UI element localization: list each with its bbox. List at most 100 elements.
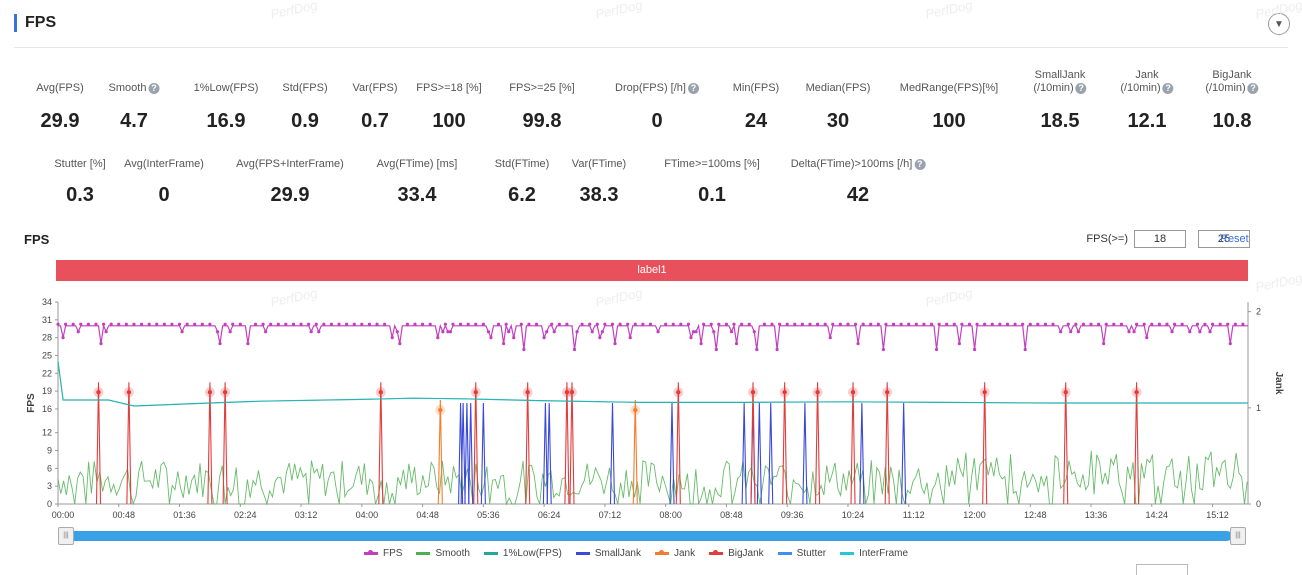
bigjank-marker: [96, 390, 101, 395]
fps-threshold-high-input[interactable]: 25: [1198, 230, 1250, 248]
fps-point: [1165, 322, 1169, 326]
fps-point: [246, 341, 250, 346]
smalljank-spike: [460, 402, 466, 505]
fps-point: [922, 322, 926, 326]
legend-item-1-low-fps-[interactable]: 1%Low(FPS): [483, 548, 562, 559]
metric-value: 0.7: [361, 110, 389, 132]
x-tick-label: 12:00: [963, 510, 986, 520]
legend-item-fps[interactable]: FPS: [364, 548, 402, 559]
fps-point: [777, 322, 782, 326]
help-icon[interactable]: ?: [148, 82, 160, 94]
fps-point: [474, 322, 478, 326]
fps-point: [208, 322, 212, 326]
fps-point: [496, 322, 501, 326]
fps-point: [1241, 322, 1245, 326]
fps-threshold-low-input[interactable]: 18: [1134, 230, 1186, 248]
metric-value: 100: [432, 110, 466, 132]
help-icon[interactable]: ?: [1075, 82, 1087, 94]
fps-point: [983, 322, 987, 326]
slider-left-handle[interactable]: |||: [58, 527, 74, 545]
jank-spike: [437, 400, 443, 505]
legend-item-stutter[interactable]: Stutter: [777, 548, 826, 559]
fps-point: [648, 322, 653, 326]
smalljank-spike: [756, 402, 762, 505]
y-tick-label: 25: [42, 350, 52, 360]
metric-value: 30: [826, 110, 850, 132]
metric-label: Std(FTime): [494, 158, 550, 170]
y-tick-label: 0: [47, 499, 52, 509]
metric-row1-6: FPS>=25 [%] 99.8: [509, 82, 574, 133]
bigjank-spike: [1134, 382, 1140, 505]
legend-item-interframe[interactable]: InterFrame: [840, 548, 908, 559]
jank-marker: [633, 407, 638, 413]
fps-point: [633, 322, 637, 326]
fps-point: [215, 330, 220, 334]
fps-point: [139, 322, 144, 326]
fps-point: [124, 322, 128, 326]
legend-item-smooth[interactable]: Smooth: [416, 548, 470, 559]
fps-point: [828, 336, 832, 340]
label-band[interactable]: label1: [56, 260, 1248, 281]
legend-item-smalljank[interactable]: SmallJank: [575, 548, 641, 559]
help-icon[interactable]: ?: [687, 82, 699, 94]
fps-point: [101, 322, 106, 326]
metric-value: 24: [744, 110, 768, 132]
reset-link[interactable]: Reset: [1220, 233, 1249, 245]
fps-point: [345, 322, 349, 326]
metric-label: Min(FPS): [732, 82, 780, 94]
fps-point: [284, 322, 288, 326]
fps-point: [527, 322, 531, 326]
x-tick-label: 00:00: [52, 510, 75, 520]
metric-label: Drop(FPS) [/h]?: [615, 82, 699, 95]
bigjank-marker: [676, 390, 681, 395]
fps-point: [557, 322, 561, 326]
chevron-down-icon[interactable]: ▼: [1268, 13, 1290, 35]
metric-row1-0: Avg(FPS) 29.9: [36, 82, 83, 133]
fps-point: [185, 322, 189, 326]
bigjank-spike: [525, 382, 531, 505]
fps-point: [702, 322, 706, 326]
fps-threshold-label: FPS(>=): [1086, 233, 1128, 245]
time-range-slider[interactable]: [62, 531, 1232, 541]
fps-point: [1059, 330, 1063, 334]
help-icon[interactable]: ?: [914, 158, 926, 170]
fps-series-line: [58, 323, 1248, 350]
metric-label: Jank (/10min)?: [1120, 69, 1174, 95]
metric-value: 12.1: [1127, 110, 1167, 132]
fps-point: [443, 322, 447, 326]
metric-value: 38.3: [579, 184, 619, 206]
bigjank-marker: [850, 390, 856, 395]
fps-point: [1142, 322, 1146, 326]
fps-point: [712, 330, 716, 334]
metric-row1-12: Jank (/10min)? 12.1: [1120, 69, 1174, 133]
metric-row2-7: Delta(FTime)>100ms [/h]? 42: [791, 158, 926, 207]
legend-item-jank[interactable]: Jank: [654, 548, 695, 559]
fps-point: [398, 341, 402, 346]
fps-point: [755, 347, 759, 352]
legend-item-bigjank[interactable]: BigJank: [709, 548, 764, 559]
smalljank-spike: [546, 402, 552, 505]
fps-point: [56, 322, 60, 326]
metric-row1-10: MedRange(FPS)[%] 100: [900, 82, 998, 133]
bigjank-spike: [815, 382, 821, 505]
fps-point: [770, 322, 774, 326]
fps-point: [734, 341, 739, 346]
fps-point: [117, 322, 121, 326]
metric-label: Smooth?: [109, 82, 160, 95]
fps-point: [177, 322, 182, 326]
jank-marker: [438, 407, 443, 413]
help-icon[interactable]: ?: [1162, 82, 1174, 94]
slider-right-handle[interactable]: |||: [1230, 527, 1246, 545]
metric-label: Avg(FTime) [ms]: [376, 158, 458, 170]
metric-value: 0: [158, 184, 170, 206]
bigjank-spike: [473, 382, 479, 505]
metric-label: BigJank (/10min)?: [1205, 69, 1259, 95]
fps-point: [691, 330, 696, 334]
fps-point: [838, 322, 842, 326]
fps-point: [180, 330, 184, 334]
fps-point: [228, 330, 232, 334]
help-icon[interactable]: ?: [1247, 82, 1259, 94]
bigjank-spike: [850, 382, 856, 505]
metric-label: Std(FPS): [282, 82, 328, 94]
